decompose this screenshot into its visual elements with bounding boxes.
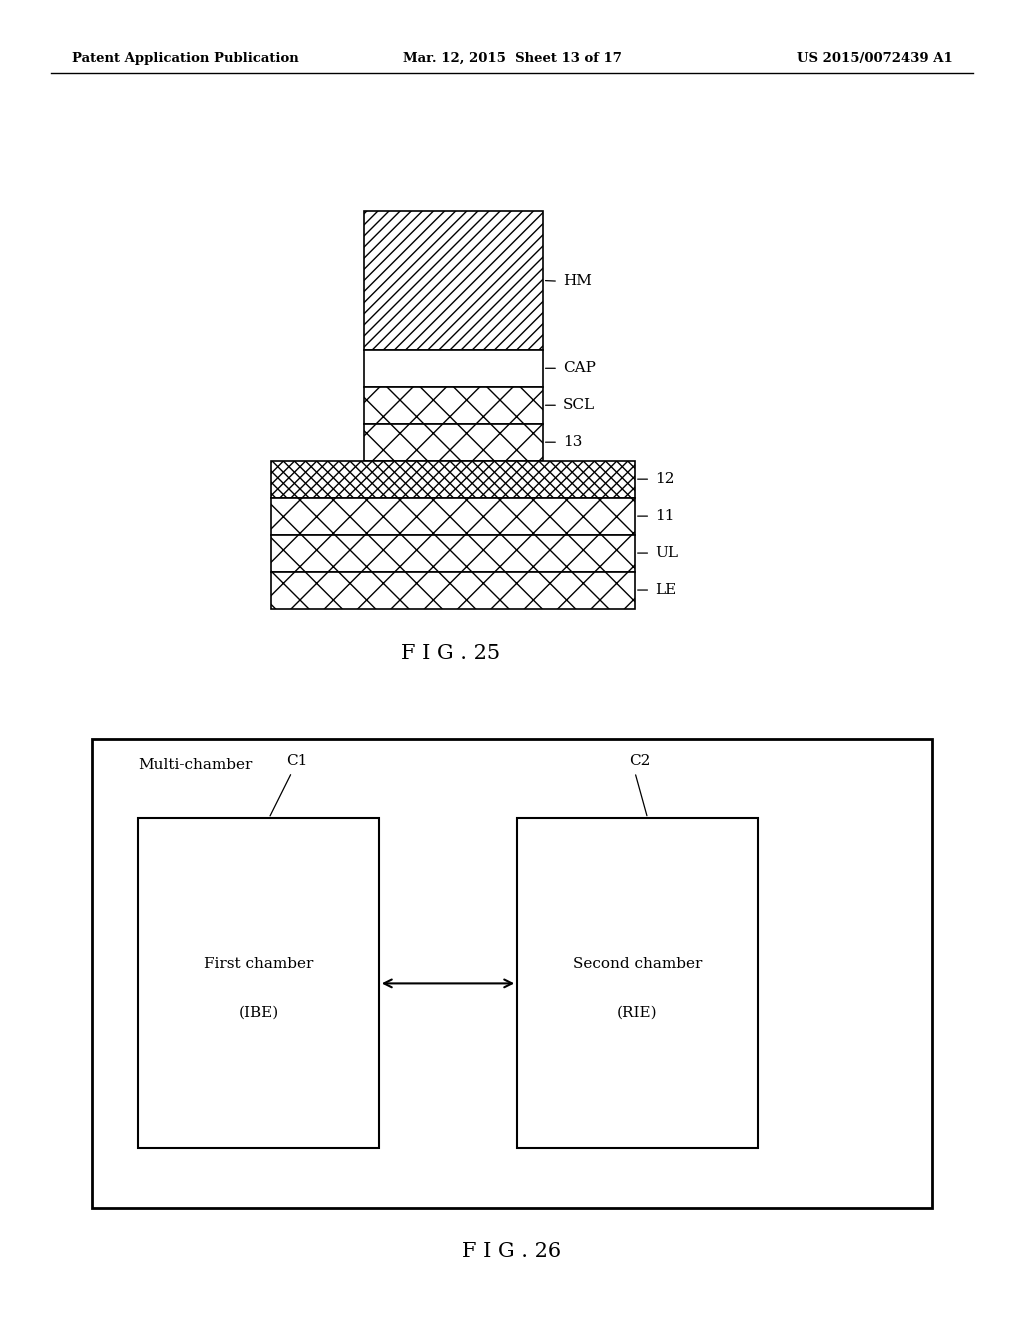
Text: 12: 12	[655, 473, 675, 486]
Bar	[271, 535, 635, 572]
Text: 11: 11	[655, 510, 675, 523]
Text: Patent Application Publication: Patent Application Publication	[72, 51, 298, 65]
Bar	[364, 350, 543, 387]
Bar	[517, 818, 758, 1148]
Text: Mar. 12, 2015  Sheet 13 of 17: Mar. 12, 2015 Sheet 13 of 17	[402, 51, 622, 65]
Text: US 2015/0072439 A1: US 2015/0072439 A1	[797, 51, 952, 65]
Bar	[364, 211, 543, 350]
Text: 13: 13	[563, 436, 583, 449]
Text: LE: LE	[655, 583, 677, 597]
Bar	[138, 818, 379, 1148]
Text: C2: C2	[630, 754, 650, 768]
Text: F I G . 26: F I G . 26	[463, 1242, 561, 1261]
Text: Second chamber: Second chamber	[572, 957, 702, 970]
Text: First chamber: First chamber	[204, 957, 313, 970]
Text: SCL: SCL	[563, 399, 595, 412]
Bar	[271, 461, 635, 498]
Text: (RIE): (RIE)	[617, 1006, 657, 1019]
Bar	[92, 739, 932, 1208]
Text: UL: UL	[655, 546, 678, 560]
Bar	[271, 461, 635, 498]
Text: (IBE): (IBE)	[239, 1006, 279, 1019]
Text: F I G . 25: F I G . 25	[401, 644, 500, 663]
Text: CAP: CAP	[563, 362, 596, 375]
Bar	[364, 387, 543, 424]
Text: C1: C1	[287, 754, 307, 768]
Bar	[364, 424, 543, 461]
Bar	[271, 498, 635, 535]
Text: HM: HM	[563, 275, 592, 288]
Text: Multi-chamber: Multi-chamber	[138, 758, 253, 772]
Bar	[271, 572, 635, 609]
